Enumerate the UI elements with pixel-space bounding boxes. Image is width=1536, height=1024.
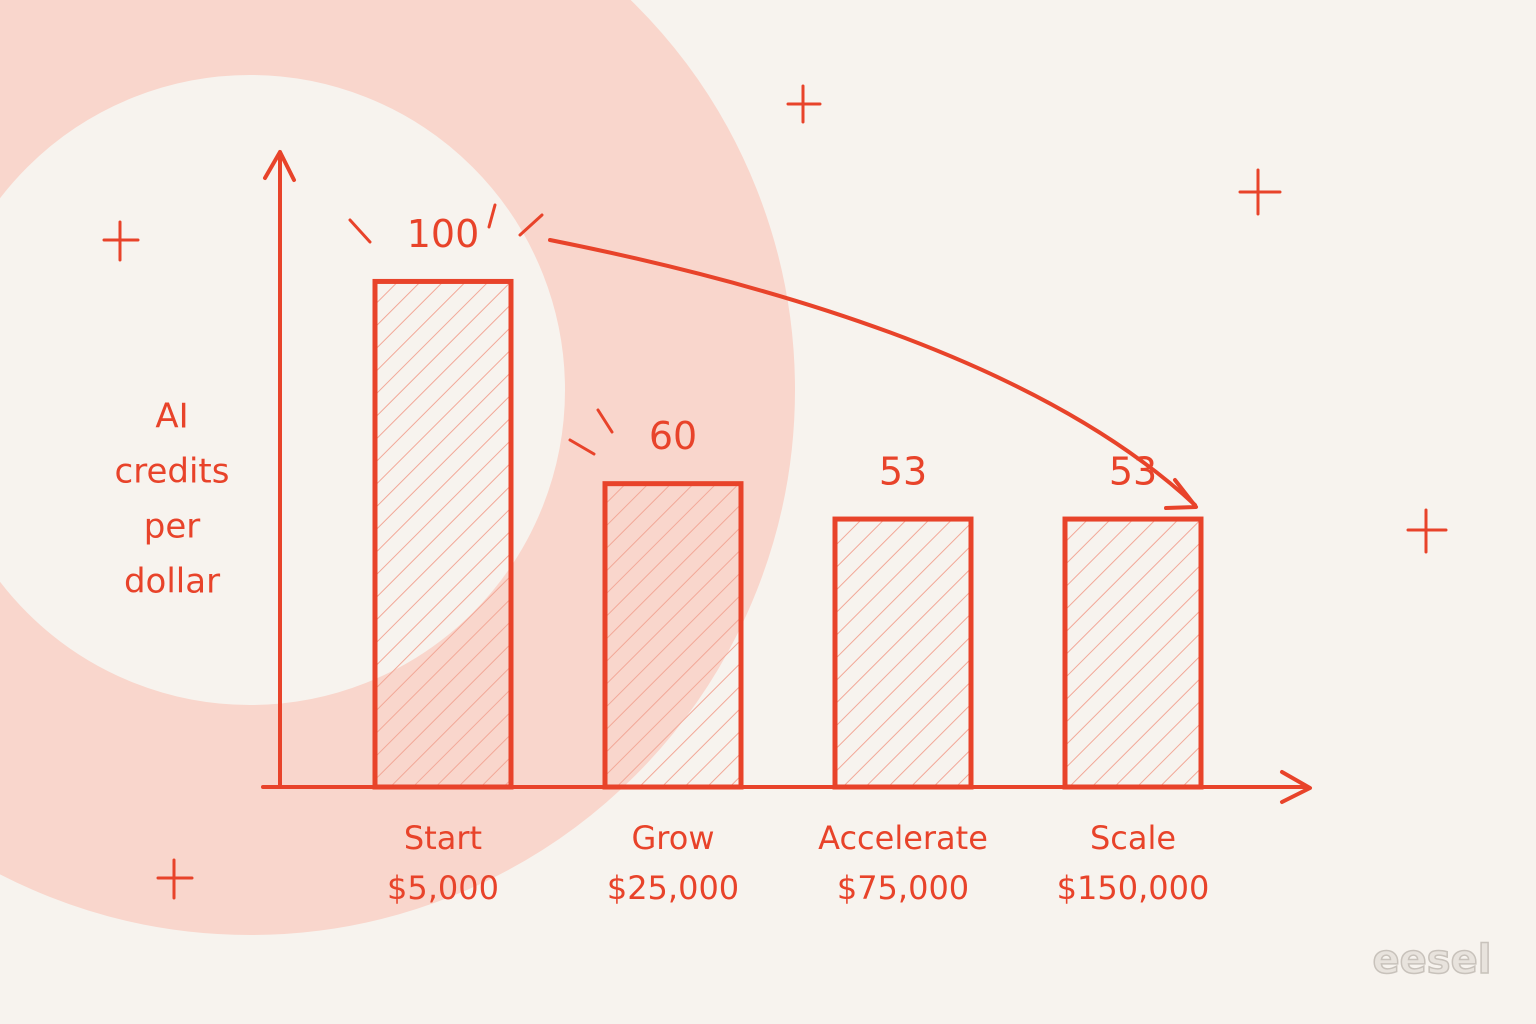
value-label: 60: [649, 414, 697, 458]
x-tick-label: Scale: [1090, 819, 1176, 857]
bar: [832, 516, 974, 790]
x-tick-label: Start: [404, 819, 482, 857]
x-tick-label: $25,000: [607, 869, 739, 907]
value-label: 53: [879, 450, 927, 494]
y-axis-label: AI: [155, 397, 188, 437]
bar: [372, 278, 514, 790]
y-axis: [263, 150, 296, 789]
sparkles: [102, 84, 1448, 900]
y-axis-label: per: [144, 507, 201, 547]
decor-ring: [0, 0, 795, 935]
y-axis-label: dollar: [124, 562, 220, 602]
y-axis-label: credits: [115, 452, 230, 492]
x-tick-label: $5,000: [387, 869, 499, 907]
bar: [602, 481, 744, 790]
x-tick-label: Accelerate: [818, 819, 988, 857]
x-tick-label: $150,000: [1057, 869, 1210, 907]
value-label: 53: [1109, 450, 1157, 494]
trend-arrow: [548, 238, 1197, 507]
trend-arrow-head: [1164, 478, 1198, 510]
x-tick-label: $75,000: [837, 869, 969, 907]
x-tick-label: Grow: [632, 819, 715, 857]
value-label: 100: [407, 212, 480, 256]
bar: [1062, 516, 1204, 790]
brand: eesel: [1373, 937, 1492, 983]
